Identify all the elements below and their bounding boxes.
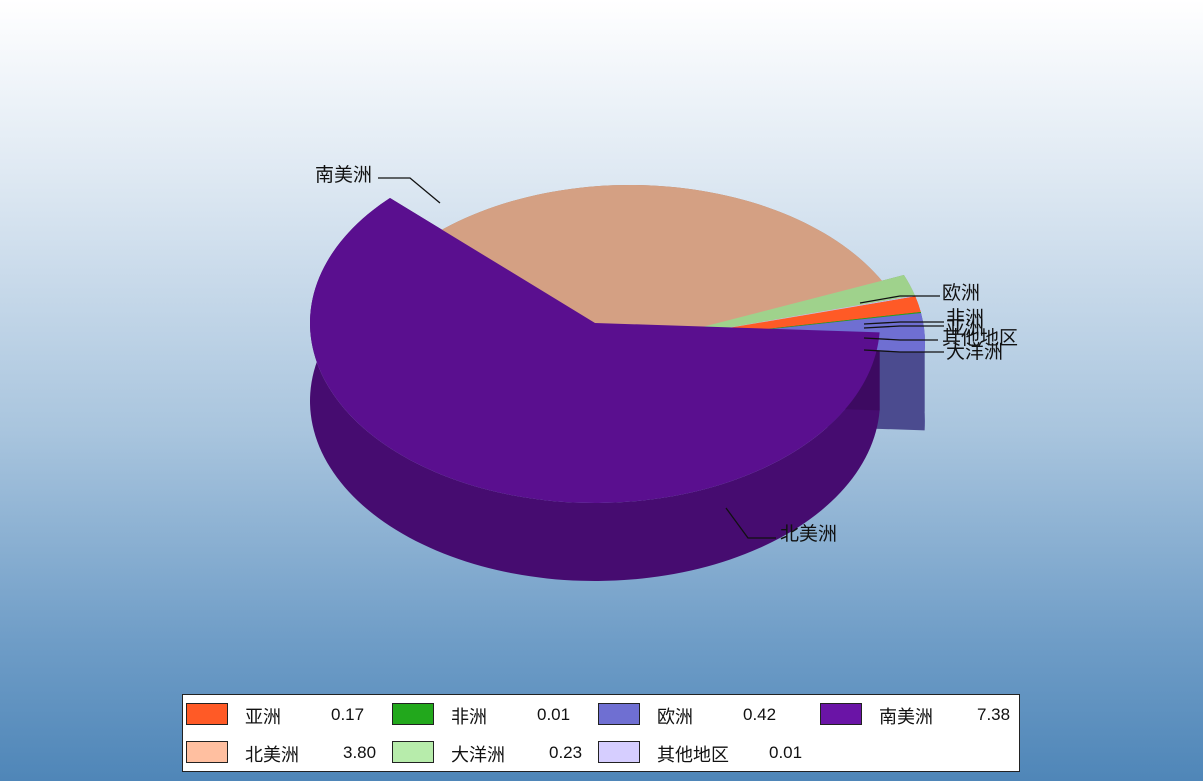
chart-legend: 亚洲 0.17 非洲 0.01 欧洲 0.42 南美洲 7.38 北美洲 3.8…: [182, 694, 1020, 772]
legend-label: 大洋洲: [451, 745, 505, 766]
leader-line-1: [863, 321, 944, 325]
legend-label: 北美洲: [245, 745, 299, 766]
leader-line-0: [863, 325, 944, 329]
slice-label-2: 欧洲: [942, 282, 980, 304]
slice-label-3: 南美洲: [315, 164, 372, 186]
pie-slice-3: [310, 197, 880, 503]
pie-side-3: [310, 197, 880, 581]
legend-swatch: [186, 741, 228, 763]
legend-item-south-america: 南美洲 7.38: [817, 697, 1021, 728]
pie-tops: [310, 184, 925, 503]
legend-swatch: [392, 703, 434, 725]
leader-line-4: [725, 507, 776, 539]
leader-line-3: [378, 177, 441, 204]
slice-label-6: 其他地区: [942, 327, 1018, 349]
pie-slice-5: [640, 275, 915, 343]
legend-item-africa: 非洲 0.01: [389, 697, 599, 728]
slice-label-1: 非洲: [946, 307, 984, 329]
legend-item-asia: 亚洲 0.17: [183, 697, 393, 728]
legend-value: 3.80: [343, 743, 377, 762]
legend-label: 南美洲: [879, 707, 933, 728]
legend-label: 欧洲: [657, 707, 693, 728]
legend-item-other: 其他地区 0.01: [595, 735, 825, 766]
legend-value: 0.01: [537, 705, 571, 724]
legend-swatch: [598, 703, 640, 725]
legend-value: 0.23: [549, 743, 583, 762]
legend-label: 其他地区: [657, 745, 729, 766]
legend-swatch: [820, 703, 862, 725]
legend-label: 亚洲: [245, 707, 281, 728]
legend-swatch: [598, 741, 640, 763]
slice-leader-lines: [378, 177, 944, 539]
slice-label-0: 亚洲: [946, 317, 984, 339]
legend-swatch: [186, 703, 228, 725]
slice-label-5: 大洋洲: [946, 341, 1003, 363]
legend-swatch: [392, 741, 434, 763]
leader-line-6: [863, 337, 938, 341]
legend-item-oceania: 大洋洲 0.23: [389, 735, 599, 766]
legend-value: 0.01: [769, 743, 803, 762]
legend-value: 0.42: [743, 705, 777, 724]
legend-value: 0.17: [331, 705, 365, 724]
slice-label-4: 北美洲: [780, 523, 837, 545]
legend-label: 非洲: [451, 707, 487, 728]
legend-item-north-america: 北美洲 3.80: [183, 735, 393, 766]
legend-value: 7.38: [977, 705, 1011, 724]
leader-line-2: [859, 295, 940, 304]
legend-item-europe: 欧洲 0.42: [595, 697, 805, 728]
leader-line-5: [863, 349, 944, 353]
